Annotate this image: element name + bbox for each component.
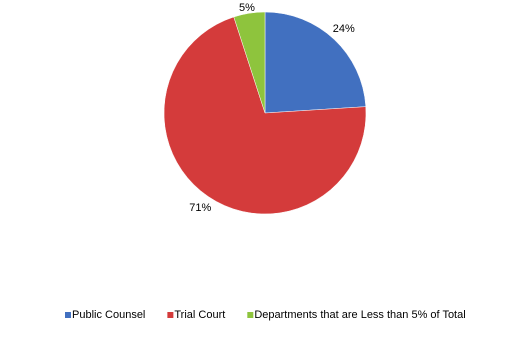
legend-label: Public Counsel (72, 309, 145, 321)
legend-label: Trial Court (174, 309, 225, 321)
pie-slice (163, 16, 367, 215)
data-label: 71% (189, 202, 211, 214)
data-label: 5% (239, 2, 255, 14)
legend-marker (247, 312, 254, 318)
legend-label: Departments that are Less than 5% of Tot… (254, 309, 465, 321)
pie-slice (264, 11, 367, 114)
legend-marker (65, 312, 71, 318)
pie-slice (233, 11, 266, 114)
data-label: 24% (333, 23, 355, 35)
legend-marker (167, 312, 174, 318)
